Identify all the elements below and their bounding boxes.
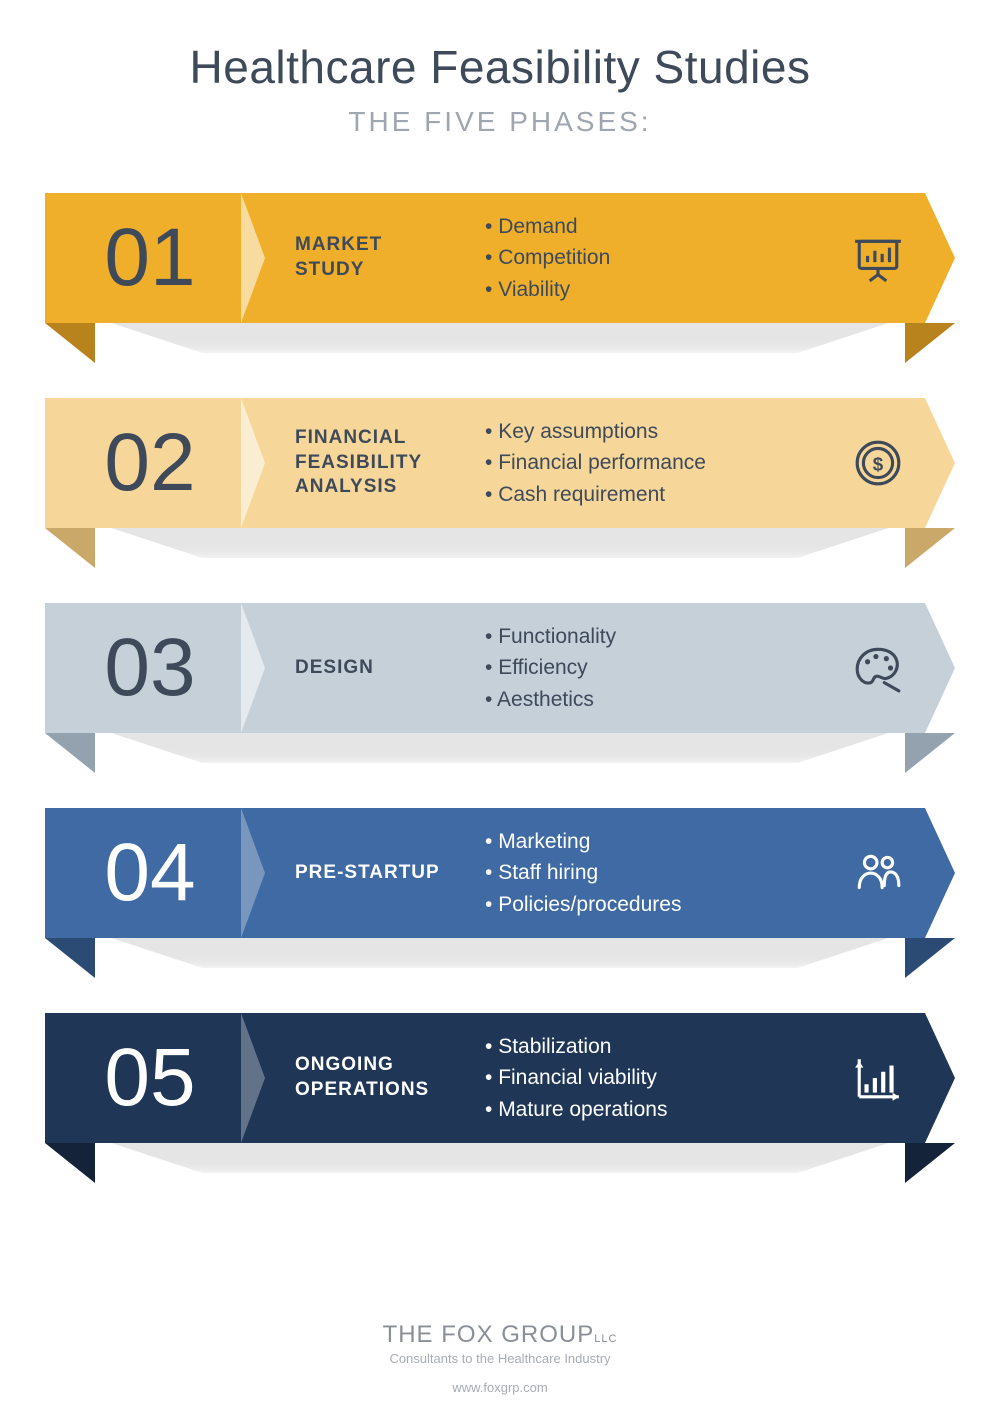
dollar-circle-icon <box>835 438 955 488</box>
phase-bullets: FunctionalityEfficiencyAesthetics <box>465 621 835 716</box>
phase-bullet: Cash requirement <box>485 479 835 511</box>
phase-label: PRE-STARTUP <box>245 861 465 886</box>
phase-number: 03 <box>45 603 245 733</box>
phase-bullet: Demand <box>485 211 835 243</box>
page-title: Healthcare Feasibility Studies <box>190 40 811 94</box>
phase-label: DESIGN <box>245 656 465 681</box>
phase-bullets: MarketingStaff hiringPolicies/procedures <box>465 826 835 921</box>
presentation-chart-icon <box>835 233 955 283</box>
footer-tagline: Consultants to the Healthcare Industry <box>383 1351 618 1366</box>
phase-label: ONGOING OPERATIONS <box>245 1053 465 1102</box>
page-subtitle: THE FIVE PHASES: <box>348 106 651 138</box>
phases-list: 01MARKET STUDYDemandCompetitionViability… <box>45 193 955 1143</box>
phase-row: 04PRE-STARTUPMarketingStaff hiringPolici… <box>45 808 955 938</box>
growth-chart-icon <box>835 1053 955 1103</box>
phase-bullets: DemandCompetitionViability <box>465 211 835 306</box>
phase-bullet: Stabilization <box>485 1031 835 1063</box>
phase-row: 05ONGOING OPERATIONSStabilizationFinanci… <box>45 1013 955 1143</box>
phase-bullet: Viability <box>485 274 835 306</box>
phase-bullets: Key assumptionsFinancial performanceCash… <box>465 416 835 511</box>
footer-url: www.foxgrp.com <box>383 1380 618 1395</box>
phase-bullet: Staff hiring <box>485 857 835 889</box>
phase-number: 05 <box>45 1013 245 1143</box>
phase-row: 02FINANCIAL FEASIBILITY ANALYSISKey assu… <box>45 398 955 528</box>
footer-logo-suffix: LLC <box>594 1333 617 1345</box>
phase-label: MARKET STUDY <box>245 233 465 282</box>
phase-bullet: Marketing <box>485 826 835 858</box>
phase-bullet: Efficiency <box>485 652 835 684</box>
phase-number: 04 <box>45 808 245 938</box>
footer-logo-prefix: THE <box>383 1321 434 1348</box>
palette-icon <box>835 643 955 693</box>
footer-logo: THE FOX GROUPLLC <box>383 1321 618 1349</box>
phase-bullets: StabilizationFinancial viabilityMature o… <box>465 1031 835 1126</box>
phase-bullet: Competition <box>485 242 835 274</box>
phase-row: 01MARKET STUDYDemandCompetitionViability <box>45 193 955 323</box>
people-icon <box>835 848 955 898</box>
phase-number: 01 <box>45 193 245 323</box>
phase-bullet: Financial performance <box>485 447 835 479</box>
phase-bullet: Functionality <box>485 621 835 653</box>
phase-number: 02 <box>45 398 245 528</box>
phase-bullet: Key assumptions <box>485 416 835 448</box>
phase-bullet: Policies/procedures <box>485 889 835 921</box>
phase-bullet: Aesthetics <box>485 684 835 716</box>
phase-bullet: Financial viability <box>485 1062 835 1094</box>
footer: THE FOX GROUPLLC Consultants to the Heal… <box>383 1286 618 1395</box>
footer-logo-main: FOX GROUP <box>441 1321 594 1348</box>
phase-bullet: Mature operations <box>485 1094 835 1126</box>
phase-label: FINANCIAL FEASIBILITY ANALYSIS <box>245 426 465 500</box>
phase-row: 03DESIGNFunctionalityEfficiencyAesthetic… <box>45 603 955 733</box>
